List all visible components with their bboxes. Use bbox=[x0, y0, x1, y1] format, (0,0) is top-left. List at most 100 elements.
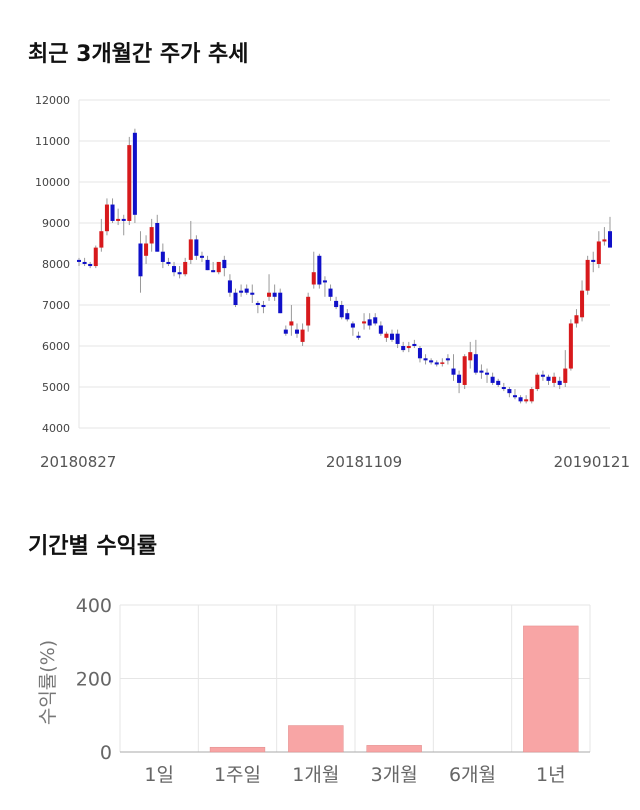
candle-body bbox=[557, 380, 562, 385]
x-tick-label: 20181109 bbox=[326, 453, 402, 471]
candle-body bbox=[233, 292, 238, 305]
candle-body bbox=[468, 352, 473, 361]
x-tick-label: 1일 bbox=[144, 764, 174, 786]
candle-body bbox=[518, 397, 523, 402]
x-tick-label: 6개월 bbox=[449, 764, 496, 786]
candle-body bbox=[194, 239, 199, 256]
return-bar bbox=[366, 745, 422, 753]
candle-body bbox=[501, 387, 506, 390]
candle-body bbox=[261, 305, 266, 308]
candlestick-chart: 4000 5000 6000 7000 8000 9000 10000 11000 12000 2… bbox=[35, 94, 630, 471]
candle-body bbox=[434, 362, 439, 365]
y-tick-label: 12000 bbox=[35, 94, 70, 107]
candle-body bbox=[350, 323, 355, 328]
candle-body bbox=[568, 323, 573, 369]
x-tick-label: 1년 bbox=[536, 764, 566, 786]
candle-body bbox=[445, 358, 450, 361]
candle-body bbox=[222, 259, 227, 269]
candle-body bbox=[317, 255, 322, 285]
candle-body bbox=[345, 313, 350, 320]
candle-body bbox=[596, 241, 601, 264]
candle-body bbox=[356, 335, 361, 338]
candle-body bbox=[440, 362, 445, 364]
candle-body bbox=[99, 231, 104, 248]
candle-body bbox=[267, 292, 272, 297]
y-tick-label: 0 bbox=[100, 742, 112, 764]
candle-body bbox=[272, 292, 277, 297]
y-tick-label: 400 bbox=[76, 595, 112, 617]
candle-body bbox=[512, 395, 517, 398]
candle-body bbox=[496, 380, 501, 385]
candle-body bbox=[429, 360, 434, 363]
candle-body bbox=[378, 325, 383, 334]
x-tick-label: 3개월 bbox=[371, 764, 418, 786]
candle-body bbox=[580, 290, 585, 318]
candle-body bbox=[199, 255, 204, 258]
candle-body bbox=[457, 374, 462, 383]
candle-body bbox=[121, 218, 126, 221]
candle-body bbox=[300, 329, 305, 342]
candle-body bbox=[406, 346, 411, 349]
y-tick-label: 8000 bbox=[42, 258, 70, 271]
candle-body bbox=[116, 218, 121, 221]
x-tick-label: 1개월 bbox=[292, 764, 339, 786]
candle-body bbox=[529, 389, 534, 402]
x-tick-label: 20190121 bbox=[554, 453, 630, 471]
return-bar bbox=[523, 625, 579, 753]
candle-body bbox=[322, 280, 327, 283]
candle-body bbox=[574, 315, 579, 324]
candle-body bbox=[311, 272, 316, 285]
candle-body bbox=[183, 261, 188, 275]
candle-body bbox=[278, 292, 283, 314]
candle-body bbox=[607, 231, 613, 248]
candle-body bbox=[479, 370, 484, 373]
candle-body bbox=[244, 288, 249, 293]
candle-body bbox=[451, 368, 456, 375]
candle-body bbox=[255, 302, 260, 305]
candle-body bbox=[473, 354, 478, 373]
y-axis-title: 수익률(%) bbox=[37, 640, 59, 725]
candle-body bbox=[149, 227, 154, 244]
candle-body bbox=[367, 319, 372, 326]
y-tick-label: 11000 bbox=[35, 135, 70, 148]
candle-body bbox=[563, 368, 568, 383]
candle-body bbox=[166, 261, 171, 264]
candle-body bbox=[490, 376, 495, 383]
candle-body bbox=[362, 321, 367, 324]
candle-body bbox=[535, 374, 540, 390]
candle-body bbox=[132, 132, 137, 215]
x-tick-label: 20180827 bbox=[40, 453, 116, 471]
candle-body bbox=[524, 399, 529, 402]
candle-body bbox=[211, 270, 216, 273]
y-tick-label: 9000 bbox=[42, 217, 70, 230]
candle-body bbox=[552, 376, 557, 383]
candle-body bbox=[177, 272, 182, 275]
returns-chart-title: 기간별 수익률 bbox=[28, 534, 158, 559]
y-tick-label: 200 bbox=[76, 669, 112, 691]
candle-body bbox=[602, 239, 607, 242]
candle-body bbox=[104, 204, 109, 232]
candle-body bbox=[423, 358, 428, 361]
candle-body bbox=[138, 243, 143, 277]
candle-body bbox=[373, 317, 378, 324]
return-bar bbox=[288, 725, 344, 753]
candle-body bbox=[591, 259, 596, 262]
y-tick-label: 4000 bbox=[42, 422, 70, 435]
candle-body bbox=[144, 243, 149, 256]
return-bar bbox=[209, 746, 266, 753]
candle-body bbox=[155, 223, 160, 252]
candle-body bbox=[546, 376, 551, 381]
candle-body bbox=[227, 280, 232, 293]
candle-body bbox=[205, 259, 210, 271]
candle-body bbox=[339, 305, 344, 318]
candle-body bbox=[127, 145, 132, 221]
candle-body bbox=[485, 372, 490, 375]
candle-body bbox=[507, 389, 512, 394]
candle-body bbox=[585, 259, 590, 291]
candle-body bbox=[540, 374, 545, 377]
candle-body bbox=[462, 356, 467, 385]
candle-body bbox=[216, 261, 221, 273]
y-tick-label: 10000 bbox=[35, 176, 70, 189]
price-chart-title: 최근 3개월간 주가 추세 bbox=[28, 42, 249, 67]
candle-body bbox=[160, 251, 165, 262]
